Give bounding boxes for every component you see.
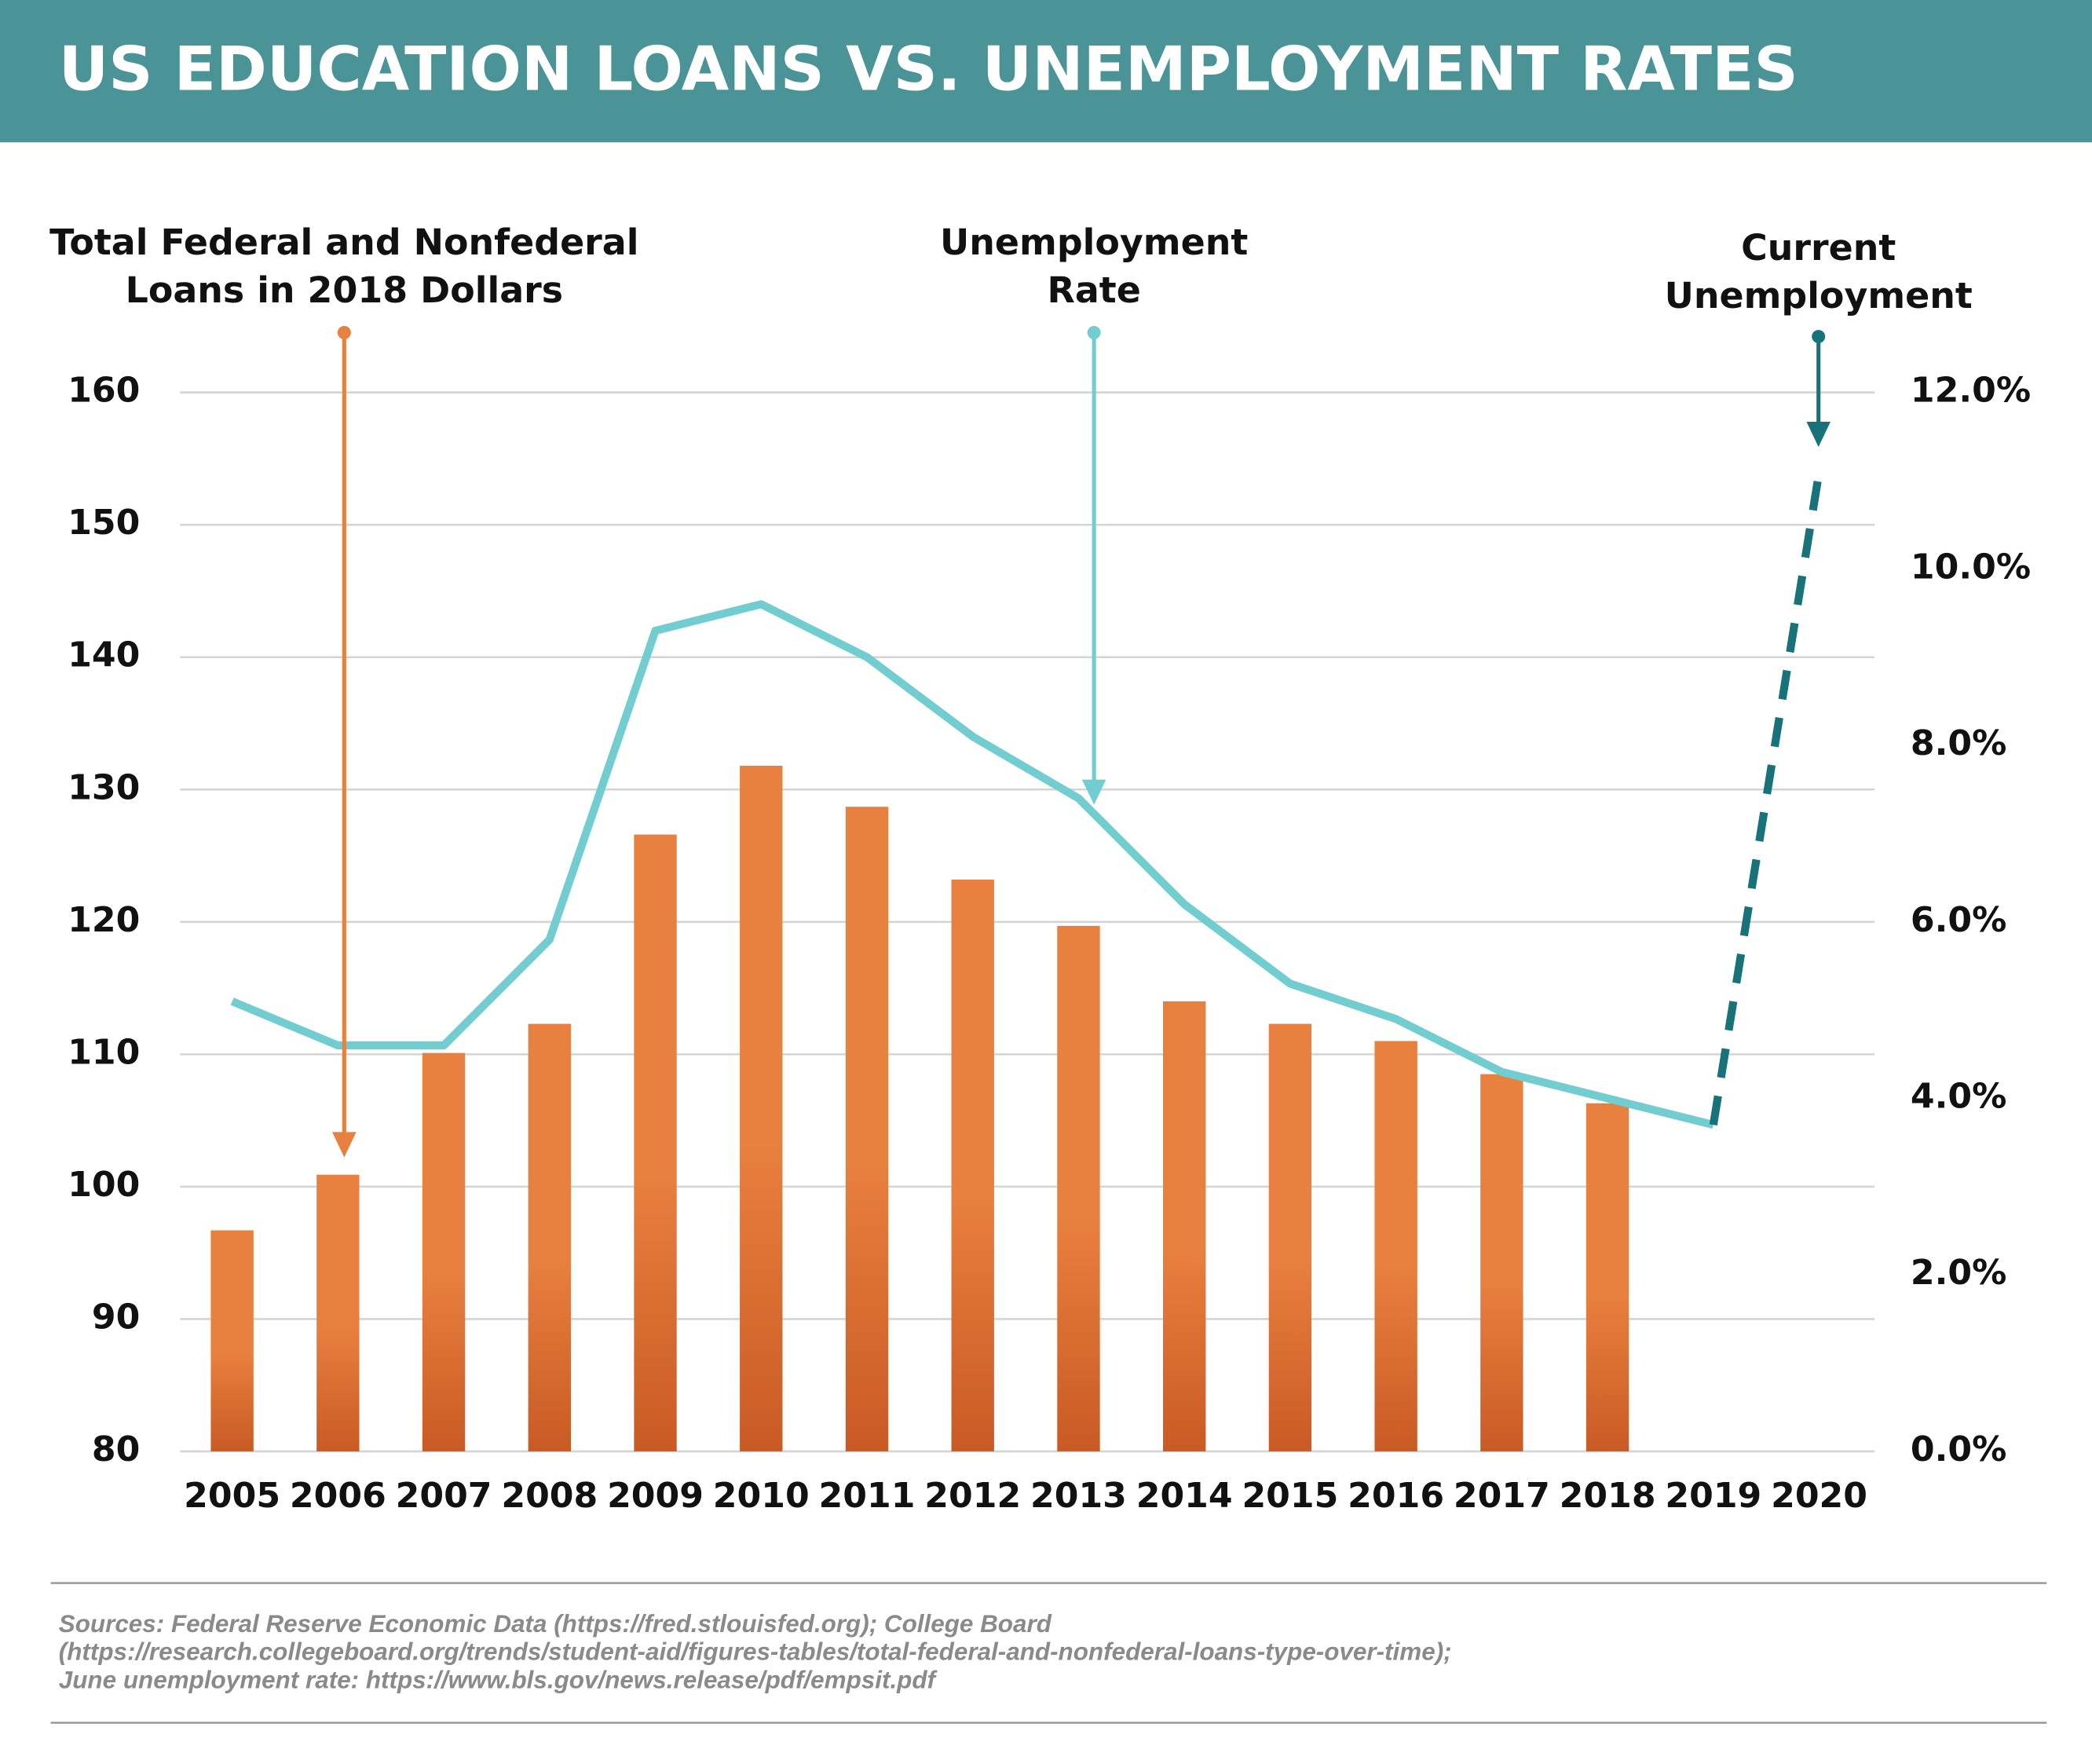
annotation: Unemployment [1665,274,1973,317]
y-tick-label: 80 [92,1429,140,1469]
x-tick-label: 2018 [1560,1476,1656,1516]
y2-tick-label: 8.0% [1911,723,2006,763]
bar [1163,1001,1206,1451]
arrow-head [1081,779,1106,805]
y-tick-label: 110 [68,1032,140,1072]
y-tick-label: 150 [68,503,140,543]
bar [1057,925,1100,1451]
bar [528,1023,571,1451]
y-tick-label: 100 [68,1165,140,1205]
y2-tick-label: 10.0% [1911,547,2031,587]
annotation: Loans in 2018 Dollars [126,269,563,311]
y-tick-label: 120 [68,900,140,940]
y2-tick-label: 12.0% [1911,371,2031,411]
x-tick-label: 2012 [924,1476,1021,1516]
y-tick-label: 140 [68,635,140,675]
x-tick-label: 2013 [1030,1476,1127,1516]
x-tick-label: 2006 [290,1476,386,1516]
y2-tick-label: 6.0% [1911,900,2006,940]
x-tick-label: 2009 [607,1476,704,1516]
y-tick-label: 130 [68,767,140,807]
bar [210,1230,254,1451]
arrow-dot [1087,325,1101,339]
y2-tick-label: 0.0% [1911,1429,2006,1469]
line [230,600,1715,1129]
x-tick-label: 2005 [184,1476,280,1516]
header-band [0,0,2092,143]
annotation: Rate [1048,269,1141,311]
y2-tick-label: 4.0% [1911,1077,2006,1117]
x-tick-label: 2015 [1242,1476,1338,1516]
bar [1585,1103,1629,1451]
y-tick-label: 90 [92,1297,140,1337]
arrow-head [332,1132,357,1158]
bar [634,834,677,1451]
bar [845,807,889,1451]
annotation: Current [1741,226,1896,269]
x-tick-label: 2011 [819,1476,916,1516]
x-tick-label: 2017 [1454,1476,1550,1516]
annotation: Unemployment [940,221,1248,263]
bar [1480,1074,1523,1451]
x-tick-label: 2014 [1136,1476,1233,1516]
bar [740,765,783,1451]
source: Sources: Federal Reserve Economic Data (… [59,1610,1052,1638]
bar [951,879,994,1451]
arrow-head [1806,421,1830,448]
line [1709,470,1823,1126]
x-tick-label: 2019 [1665,1476,1761,1516]
bar [316,1174,360,1451]
annotation: Total Federal and Nonfederal [49,221,638,263]
y-tick-label: 160 [68,371,140,411]
bar [1374,1041,1417,1451]
chart-title: US EDUCATION LOANS VS. UNEMPLOYMENT RATE… [59,35,1798,105]
x-tick-label: 2020 [1771,1476,1867,1516]
bar [422,1052,466,1451]
x-tick-label: 2016 [1348,1476,1444,1516]
bar [1268,1023,1312,1451]
arrow-dot [337,325,351,339]
source: June unemployment rate: https://www.bls.… [59,1666,938,1693]
x-tick-label: 2008 [501,1476,598,1516]
y2-tick-label: 2.0% [1911,1253,2006,1293]
x-tick-label: 2007 [396,1476,492,1516]
x-tick-label: 2010 [713,1476,810,1516]
source: (https://research.collegeboard.org/trend… [59,1638,1452,1666]
